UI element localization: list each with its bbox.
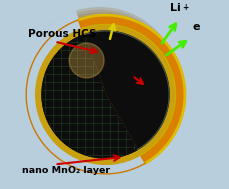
Circle shape <box>23 10 177 165</box>
Circle shape <box>57 45 151 141</box>
Text: Porous HCS: Porous HCS <box>28 29 96 39</box>
Circle shape <box>59 48 150 139</box>
Polygon shape <box>78 15 184 163</box>
Text: nano MnO₂ layer: nano MnO₂ layer <box>22 166 110 175</box>
Circle shape <box>54 43 153 142</box>
Wedge shape <box>42 35 137 158</box>
Polygon shape <box>81 25 175 155</box>
Wedge shape <box>26 15 184 163</box>
Text: e: e <box>192 22 199 32</box>
Text: Li: Li <box>169 3 180 13</box>
Circle shape <box>27 15 173 161</box>
Circle shape <box>34 22 168 157</box>
Circle shape <box>50 38 156 146</box>
Circle shape <box>20 8 178 166</box>
Wedge shape <box>42 35 137 158</box>
Polygon shape <box>83 31 168 149</box>
Circle shape <box>69 43 104 78</box>
Wedge shape <box>35 29 140 164</box>
Circle shape <box>45 34 160 149</box>
Circle shape <box>47 36 158 147</box>
Polygon shape <box>78 15 184 163</box>
Circle shape <box>52 41 155 144</box>
Circle shape <box>25 12 175 163</box>
Circle shape <box>39 22 126 110</box>
Circle shape <box>61 50 148 137</box>
Text: +: + <box>181 3 188 12</box>
Wedge shape <box>17 11 149 183</box>
Circle shape <box>43 31 161 150</box>
Circle shape <box>36 24 167 155</box>
Circle shape <box>32 19 170 158</box>
Circle shape <box>26 15 184 174</box>
Circle shape <box>63 52 146 136</box>
Circle shape <box>30 17 172 160</box>
Circle shape <box>41 29 163 152</box>
Circle shape <box>38 26 165 153</box>
